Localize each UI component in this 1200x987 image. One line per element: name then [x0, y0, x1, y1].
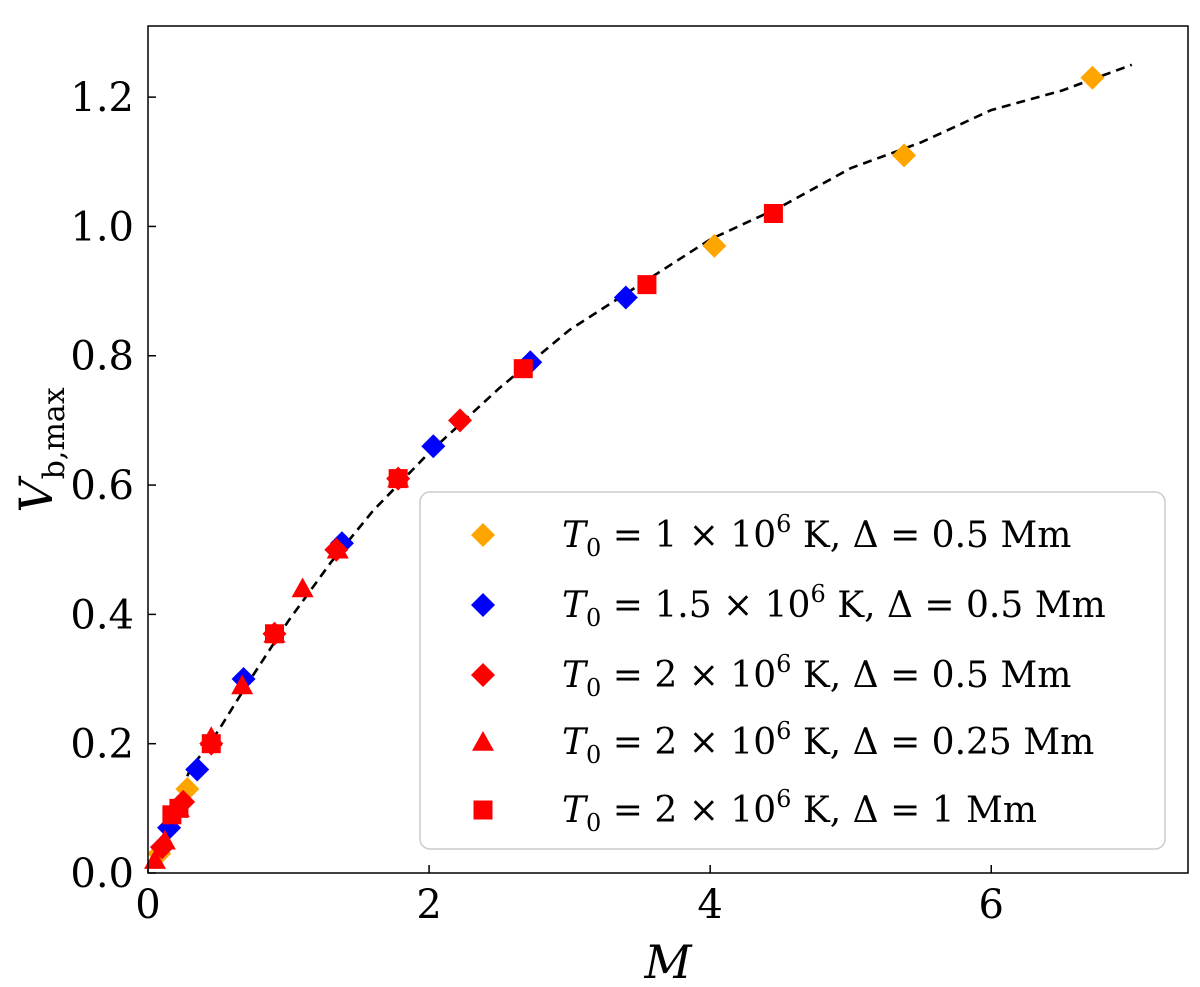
y-tick-label: 1.0 — [70, 204, 134, 250]
data-point-series-1 — [1080, 65, 1105, 90]
legend-items: T0 = 1 × 106 K, Δ = 0.5 Mm T0 = 1.5 × 106… — [471, 510, 1106, 837]
data-point-series-1 — [892, 143, 917, 168]
y-tick-label: 0.6 — [70, 463, 134, 509]
y-axis-label-main: V — [9, 475, 63, 513]
data-point-series-4 — [153, 829, 176, 850]
legend: T0 = 1 × 106 K, Δ = 0.5 Mm T0 = 1.5 × 106… — [419, 491, 1166, 850]
x-tick-label: 4 — [697, 882, 722, 928]
data-point-series-5 — [388, 469, 408, 489]
data-point-series-1 — [702, 233, 727, 258]
data-point-series-4 — [326, 538, 349, 559]
data-point-series-5 — [637, 275, 657, 295]
data-point-series-4 — [231, 674, 254, 695]
data-points-layer — [144, 65, 1105, 869]
y-tick-label: 1.2 — [70, 75, 134, 121]
legend-marker-series-2 — [471, 593, 495, 617]
data-point-series-5 — [513, 359, 533, 379]
legend-marker-series-5 — [473, 800, 493, 820]
x-tick-label: 2 — [416, 882, 441, 928]
x-tick-label: 0 — [135, 882, 160, 928]
y-tick-label: 0.2 — [70, 722, 134, 768]
legend-box — [419, 491, 1166, 850]
legend-marker-series-3 — [471, 663, 495, 687]
data-point-series-5 — [264, 624, 284, 644]
x-tick-label: 6 — [979, 882, 1004, 928]
y-tick-label: 0.4 — [70, 592, 134, 638]
data-point-series-5 — [201, 734, 221, 754]
y-axis-label-sub: b,max — [37, 387, 72, 479]
ticks-layer: 0 2 4 6 0.0 0.2 0.4 0.6 0.8 1.0 1.2 — [70, 75, 1004, 928]
legend-label-series-3: T0 = 2 × 106 K, Δ = 0.5 Mm — [562, 650, 1071, 702]
x-axis-label: M — [643, 935, 693, 987]
legend-label-series-2: T0 = 1.5 × 106 K, Δ = 0.5 Mm — [562, 580, 1106, 632]
y-tick-label: 0.0 — [70, 851, 134, 897]
data-point-series-4 — [144, 849, 167, 869]
data-point-series-3 — [448, 408, 472, 433]
legend-marker-series-4 — [472, 731, 494, 751]
plot-frame — [147, 25, 1189, 874]
y-axis-label: Vb,max — [9, 387, 72, 512]
data-point-series-5 — [763, 204, 783, 224]
legend-label-series-5: T0 = 2 × 106 K, Δ = 1 Mm — [562, 785, 1037, 837]
data-point-series-4 — [291, 577, 314, 598]
legend-marker-series-1 — [471, 523, 495, 547]
data-point-series-2 — [613, 285, 638, 310]
y-tick-label: 0.8 — [70, 334, 134, 380]
data-point-series-2 — [185, 757, 210, 782]
legend-label-series-4: T0 = 2 × 106 K, Δ = 0.25 Mm — [562, 717, 1094, 769]
data-point-series-2 — [421, 434, 446, 459]
legend-label-series-1: T0 = 1 × 106 K, Δ = 0.5 Mm — [562, 510, 1071, 562]
data-point-series-5 — [169, 798, 189, 818]
